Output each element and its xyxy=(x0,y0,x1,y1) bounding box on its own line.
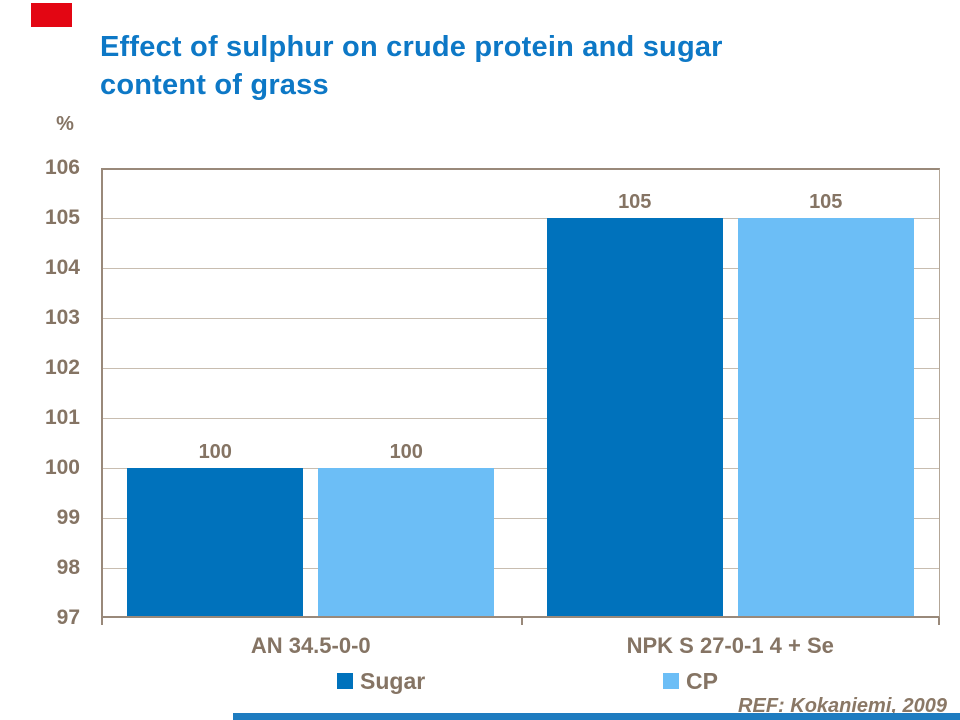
legend-label-sugar: Sugar xyxy=(360,668,426,694)
gridline xyxy=(103,568,939,569)
x-axis-tick xyxy=(520,618,523,625)
y-tick-label: 104 xyxy=(44,256,80,279)
gridline xyxy=(103,518,939,519)
y-tick-label: 103 xyxy=(44,306,80,329)
bar-value-label: 105 xyxy=(618,191,652,213)
legend-item-cp: CP xyxy=(663,668,718,694)
bar-value-label: 105 xyxy=(809,191,843,213)
reference-text: REF: Kokaniemi, 2009 xyxy=(738,695,947,717)
gridline xyxy=(103,368,939,369)
y-tick-label: 102 xyxy=(44,356,80,379)
bar-cp xyxy=(318,468,495,616)
legend-item-sugar: Sugar xyxy=(337,668,426,694)
gridline xyxy=(103,268,939,269)
gridline xyxy=(103,218,939,219)
y-tick-label: 101 xyxy=(44,406,80,429)
y-tick-label: 105 xyxy=(44,206,80,229)
bar-cp xyxy=(737,218,914,616)
legend-label-cp: CP xyxy=(686,668,718,694)
bar-value-label: 100 xyxy=(198,441,232,463)
y-tick-label: 99 xyxy=(56,506,80,529)
footer-blue-bar xyxy=(233,713,960,720)
y-tick-label: 106 xyxy=(44,156,80,179)
gridline xyxy=(103,468,939,469)
x-axis-tick xyxy=(101,618,103,625)
y-tick-label: 97 xyxy=(56,606,80,629)
gridline xyxy=(103,418,939,419)
y-tick-label: 100 xyxy=(44,456,80,479)
bar-sugar xyxy=(546,218,723,616)
chart-title: Effect of sulphur on crude protein and s… xyxy=(100,31,723,101)
legend-swatch-cp xyxy=(663,673,679,689)
y-tick-label: 98 xyxy=(56,556,80,579)
legend-swatch-sugar xyxy=(337,673,353,689)
x-category-label: AN 34.5-0-0 xyxy=(250,633,371,658)
x-axis-tick xyxy=(938,618,940,625)
y-axis-unit-label: % xyxy=(56,113,74,135)
red-accent-bar xyxy=(31,3,72,27)
gridline xyxy=(103,318,939,319)
plot-area xyxy=(101,168,940,618)
bar-sugar xyxy=(127,468,304,616)
x-category-label: NPK S 27-0-1 4 + Se xyxy=(626,633,834,658)
bar-value-label: 100 xyxy=(389,441,423,463)
